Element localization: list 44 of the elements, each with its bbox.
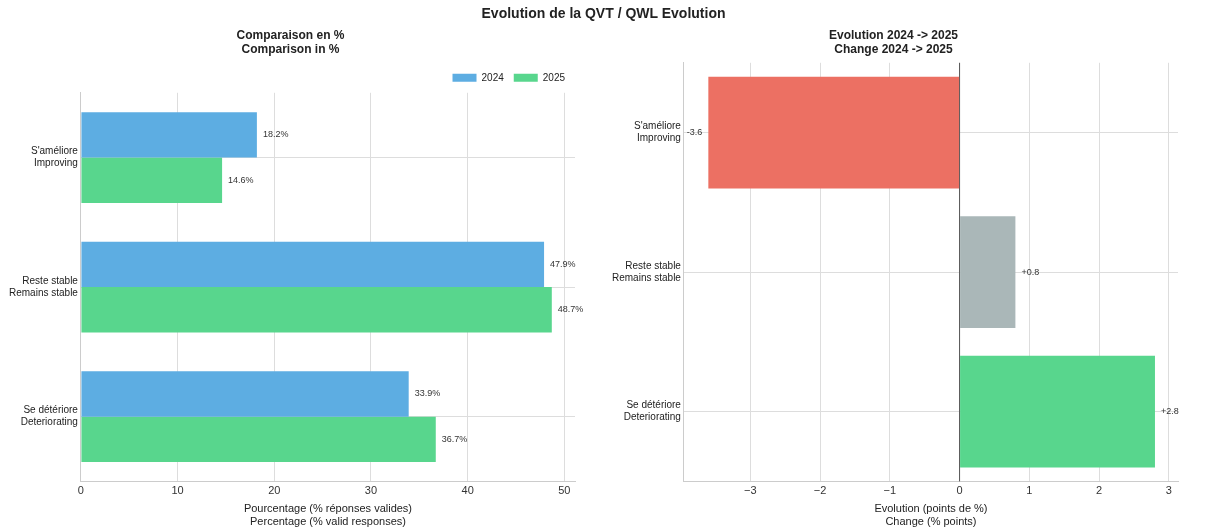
x-tick-label: −2	[813, 484, 827, 497]
chart-title: Evolution 2024 -> 2025 Change 2024 -> 2025	[828, 27, 959, 56]
x-tick-label: 2	[1096, 484, 1103, 497]
y-tick-label: Se détériore Deteriorating	[20, 404, 79, 428]
text: Evolution de la QVT / QWL Evolution	[480, 4, 727, 23]
data-label: 18.2%	[262, 129, 289, 140]
data-label: +0.8	[1021, 266, 1040, 277]
data-label: 14.6%	[228, 174, 254, 185]
x-tick-label: 0	[77, 484, 84, 497]
x-axis-title: Pourcentage (% réponses valides) Percentage (% valid responses)	[243, 502, 413, 528]
x-tick-label: 30	[364, 484, 378, 497]
x-tick-label: −1	[883, 484, 897, 497]
bar	[81, 241, 545, 288]
y-tick-label: S'améliore Improving	[633, 120, 682, 144]
y-tick-label: Reste stable Remains stable	[9, 274, 79, 298]
bar	[81, 416, 436, 462]
data-label: 47.9%	[550, 258, 576, 269]
data-label: +2.8	[1160, 406, 1179, 417]
x-tick-label: −3	[743, 484, 757, 497]
y-tick-label: S'améliore Improving	[30, 145, 79, 169]
bar	[960, 355, 1155, 468]
legend-label: 2025	[542, 71, 566, 83]
x-tick-label: 50	[558, 484, 571, 497]
bar	[81, 287, 552, 333]
x-tick-label: 3	[1165, 484, 1172, 497]
x-tick-label: 1	[1026, 484, 1033, 497]
data-label: -3.6	[686, 127, 703, 138]
x-tick-label: 20	[268, 484, 281, 497]
x-tick-label: 10	[171, 484, 184, 497]
legend-label: 2024	[481, 71, 505, 83]
data-label: 36.7%	[441, 433, 468, 444]
x-tick-label: 40	[461, 484, 474, 497]
y-tick-label: Se détériore Deteriorating	[623, 399, 682, 423]
y-tick-label: Reste stable Remains stable	[612, 259, 682, 283]
x-axis-title: Evolution (points de %) Change (% points)	[874, 502, 988, 528]
bar	[708, 76, 960, 189]
data-label: 33.9%	[414, 388, 441, 399]
chart-title: Comparaison en % Comparison in %	[236, 27, 345, 56]
x-tick-label: 0	[956, 484, 963, 497]
bar	[960, 216, 1016, 328]
bar	[81, 112, 257, 158]
bar	[81, 371, 409, 417]
bar	[81, 157, 223, 203]
data-label: 48.7%	[557, 304, 584, 315]
